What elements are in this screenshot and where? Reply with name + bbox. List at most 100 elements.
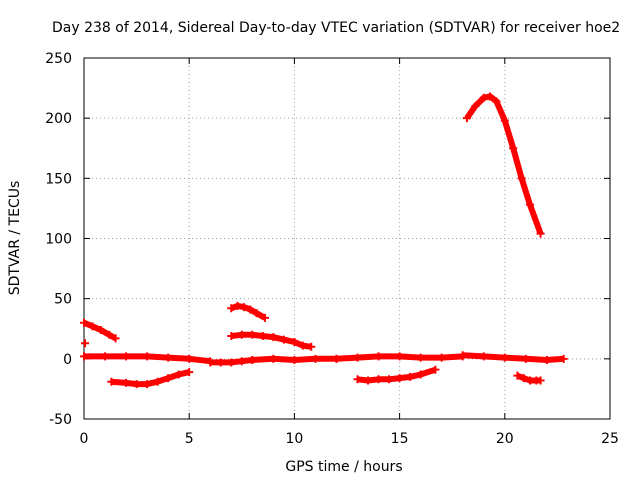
series-baseline-0-6 [80,352,215,366]
series-point-0 [81,339,90,348]
data-point [269,354,278,363]
data-point [311,354,320,363]
series-baseline-8-12 [248,354,341,365]
data-point [458,351,467,360]
data-point [500,353,509,362]
y-tick-label: -50 [49,412,72,428]
series-baseline-18-23 [458,351,568,365]
series-line [230,302,267,321]
data-point [269,333,278,342]
data-point [143,352,152,361]
data-point [107,377,116,386]
x-tick-label: 25 [601,431,619,447]
data-point [374,352,383,361]
data-point [521,354,530,363]
data-point [216,358,225,367]
y-tick-label: 100 [45,232,72,248]
data-point [252,309,261,318]
series-baseline-12-18 [332,352,467,363]
data-point [406,372,415,381]
y-tick-label: 50 [54,292,72,308]
data-point [227,331,236,340]
data-point [353,353,362,362]
data-point [437,353,446,362]
data-point [80,352,88,361]
data-point [462,114,471,123]
data-point [185,368,194,377]
data-point [248,330,257,339]
data-point [153,377,162,386]
y-tick-label: 200 [45,111,72,127]
series-arc-7-8.6 [227,301,269,322]
data-point [353,375,362,384]
data-point [227,304,236,313]
data-point [492,97,501,106]
data-point [206,358,215,367]
series-line [464,93,544,235]
data-point [479,93,488,102]
data-point [559,354,568,363]
y-tick-label: 250 [45,51,72,67]
data-points [80,92,568,389]
y-axis-label: SDTVAR / TECUs [7,181,23,296]
data-point [509,144,518,153]
data-point [395,374,404,383]
data-point [185,354,194,363]
data-point [519,374,528,383]
data-point [227,358,236,367]
data-point [416,353,425,362]
x-tick-label: 0 [80,431,89,447]
data-point [174,370,183,379]
data-point [513,371,522,380]
x-tick-label: 20 [496,431,514,447]
data-point [395,352,404,361]
data-point [132,380,141,389]
data-point [258,331,267,340]
data-point [526,200,535,209]
x-tick-label: 5 [185,431,194,447]
data-point [279,335,288,344]
data-point [143,380,152,389]
data-point [542,356,551,365]
series-trough-13-16.7 [353,365,440,385]
series-baseline-6-8 [206,356,257,367]
data-point [88,322,97,331]
y-tick-label: 0 [63,352,72,368]
data-point [307,342,316,351]
data-point [290,356,299,365]
data-point [237,330,246,339]
data-point [364,376,373,385]
data-point [374,375,383,384]
data-point [81,339,90,348]
x-tick-label: 15 [391,431,409,447]
series-big-arc [462,92,545,238]
data-point [332,354,341,363]
data-point [239,303,248,312]
data-point [80,318,88,327]
data-point [248,356,257,365]
data-point [500,116,509,125]
plot-frame [83,57,611,420]
axis-ticks: 0 5 10 15 20 25 -50 0 50 100 150 200 250 [45,51,619,447]
data-point [246,305,255,314]
data-point [233,301,242,310]
data-point [164,353,173,362]
series-arc-0-1.5 [80,318,120,343]
data-point [101,352,110,361]
series-trough-20.5-21.7 [513,371,545,385]
series-arc-7-10.8 [227,330,316,351]
data-point [486,92,495,101]
data-point [517,174,526,183]
data-point [122,352,131,361]
y-tick-label: 150 [45,171,72,187]
chart-title: Day 238 of 2014, Sidereal Day-to-day VTE… [52,20,620,36]
x-axis-label: GPS time / hours [285,459,402,475]
data-point [536,376,545,385]
data-point [416,370,425,379]
data-point [164,374,173,383]
data-point [105,330,114,339]
series-trough-1.3-5 [107,368,194,389]
data-point [111,334,120,343]
data-point [536,229,545,238]
grid [84,58,610,419]
